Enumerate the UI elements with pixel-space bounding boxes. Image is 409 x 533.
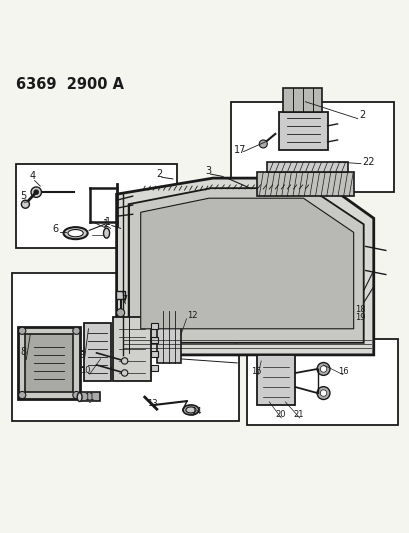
Bar	[156, 311, 180, 363]
Bar	[16, 164, 176, 248]
Text: 18: 18	[355, 305, 365, 314]
Text: 17: 17	[234, 145, 246, 155]
Circle shape	[319, 390, 326, 396]
Bar	[79, 392, 99, 401]
Circle shape	[121, 358, 128, 364]
Text: 15: 15	[251, 367, 261, 376]
Text: 8: 8	[20, 348, 26, 357]
Text: 3: 3	[204, 166, 211, 176]
Bar	[12, 272, 238, 421]
Bar	[279, 112, 327, 150]
Ellipse shape	[182, 405, 198, 415]
Bar	[151, 337, 157, 343]
Circle shape	[258, 140, 267, 148]
Text: 7: 7	[121, 295, 127, 305]
Text: 2: 2	[155, 169, 162, 179]
Circle shape	[319, 366, 326, 372]
Bar	[151, 365, 157, 371]
Text: 20: 20	[275, 410, 285, 419]
Text: 6369  2900 A: 6369 2900 A	[16, 77, 124, 92]
Circle shape	[121, 370, 128, 376]
Text: 11: 11	[83, 393, 94, 402]
Bar	[247, 339, 397, 425]
Bar	[283, 88, 321, 112]
Polygon shape	[140, 198, 353, 329]
Text: 6: 6	[52, 223, 58, 233]
Polygon shape	[116, 178, 373, 355]
Ellipse shape	[63, 227, 88, 239]
Text: 14: 14	[191, 407, 201, 416]
Text: 12: 12	[187, 311, 197, 320]
Text: 10: 10	[80, 366, 91, 375]
Circle shape	[18, 391, 26, 399]
Circle shape	[73, 327, 80, 334]
Bar	[231, 102, 393, 192]
Circle shape	[18, 327, 26, 334]
Text: 5: 5	[20, 191, 26, 201]
Text: 13: 13	[147, 399, 157, 408]
Text: 22: 22	[362, 157, 374, 167]
Ellipse shape	[103, 228, 109, 238]
Polygon shape	[128, 188, 363, 343]
Bar	[256, 172, 353, 196]
Ellipse shape	[68, 230, 83, 237]
Text: 1: 1	[102, 219, 108, 229]
Bar	[115, 292, 125, 298]
Text: 2: 2	[359, 110, 365, 120]
Ellipse shape	[185, 407, 196, 413]
Bar	[18, 327, 80, 399]
Text: 1: 1	[104, 217, 110, 227]
Circle shape	[73, 391, 80, 399]
Circle shape	[316, 362, 329, 375]
Circle shape	[21, 200, 29, 208]
Text: 4: 4	[30, 171, 36, 181]
Text: 9: 9	[78, 350, 84, 360]
Bar	[151, 323, 157, 329]
Circle shape	[34, 190, 38, 195]
Circle shape	[316, 386, 329, 400]
Bar	[151, 351, 157, 357]
Bar	[256, 355, 294, 405]
Bar	[25, 334, 73, 392]
Text: 21: 21	[293, 410, 303, 419]
Bar	[112, 317, 151, 381]
Ellipse shape	[77, 393, 82, 401]
Circle shape	[31, 187, 41, 197]
Circle shape	[116, 309, 124, 317]
Bar	[84, 323, 110, 381]
Bar	[267, 162, 347, 172]
Text: 16: 16	[337, 367, 347, 376]
Text: 19: 19	[355, 312, 365, 321]
